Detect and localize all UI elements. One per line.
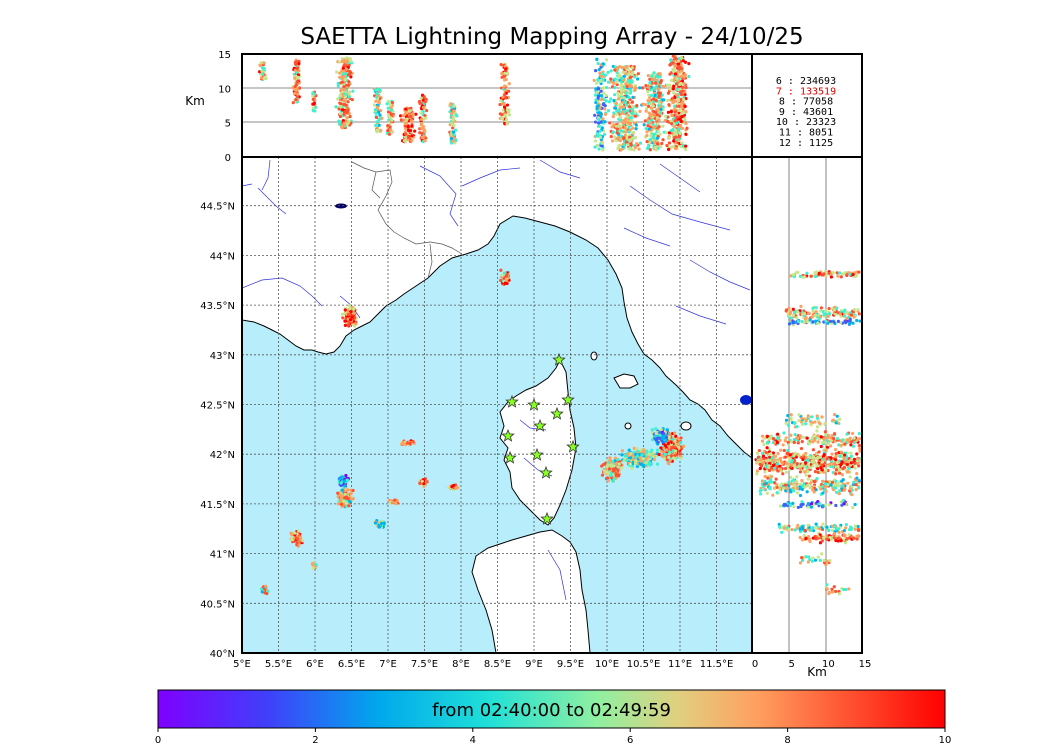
lat-tick-label: 44°N	[210, 251, 235, 262]
colorbar-gradient	[157, 689, 946, 729]
count-row: 6 : 234693	[776, 76, 836, 87]
montecristo-island	[624, 422, 632, 430]
lon-tick-label: 6.5°E	[338, 659, 365, 670]
country-border	[351, 161, 463, 279]
star-icon	[540, 511, 554, 525]
colorbar-tick-label: 0	[155, 735, 161, 746]
count-row: 7 : 133519	[776, 86, 836, 97]
side-unit-label: Km	[807, 665, 827, 679]
capraia-island	[590, 351, 598, 361]
lat-tick-label: 42°N	[210, 450, 235, 461]
lon-tick-label: 11°E	[668, 659, 692, 670]
lat-tick-label: 42.5°N	[200, 401, 235, 412]
mainland	[242, 157, 752, 459]
lon-tick-label: 8.5°E	[484, 659, 511, 670]
lake	[335, 203, 347, 209]
lon-tick-label: 5.5°E	[265, 659, 292, 670]
altitude-unit-label: Km	[185, 94, 205, 108]
colorbar-tick-label: 8	[784, 735, 790, 746]
star-icon	[503, 450, 517, 464]
corsica-island	[499, 358, 577, 526]
lon-tick-label: 10.5°E	[627, 659, 661, 670]
count-row: 8 : 77058	[779, 97, 833, 108]
star-icon	[552, 352, 566, 366]
count-row: 9 : 43601	[779, 107, 833, 118]
altitude-panel	[241, 53, 753, 158]
side-tick-label: 5	[788, 659, 794, 670]
altitude-points	[257, 54, 691, 152]
colorbar-tick-label: 4	[470, 735, 476, 746]
count-row: 11 : 8051	[779, 128, 833, 139]
lat-tick-label: 41°N	[210, 550, 235, 561]
star-icon	[550, 406, 564, 420]
lon-tick-label: 9°E	[525, 659, 543, 670]
altitude-tick-label: 5	[225, 119, 231, 130]
lat-tick-label: 43.5°N	[200, 301, 235, 312]
lat-tick-label: 41.5°N	[200, 500, 235, 511]
count-row: 12 : 1125	[779, 138, 833, 149]
count-row: 10 : 23323	[776, 117, 836, 128]
side-tick-label: 0	[752, 659, 758, 670]
elba-island	[613, 373, 639, 389]
altitude-tick-label: 15	[218, 50, 231, 61]
map-panel: 5°E 5.5°E 6°E 6.5°E 7°E 7.5°E 8°E 8.5°E 9°E 9.5°E…	[200, 156, 753, 670]
chart-title: SAETTA Lightning Mapping Array - 24/10/2…	[300, 24, 804, 50]
lat-tick-label: 43°N	[210, 351, 235, 362]
lat-tick-label: 44.5°N	[200, 202, 235, 213]
lightning-sources	[259, 268, 686, 596]
side-tick-label: 15	[859, 659, 872, 670]
altitude-tick-label: 10	[218, 84, 231, 95]
lon-tick-label: 10°E	[595, 659, 619, 670]
rivers	[242, 159, 751, 601]
lon-tick-label: 5°E	[233, 659, 251, 670]
altitude-tick-label: 0	[225, 153, 231, 164]
star-icon	[527, 397, 541, 411]
colorbar-tick-label: 10	[939, 735, 952, 746]
star-icon	[561, 392, 575, 406]
lat-tick-label: 40°N	[210, 649, 235, 660]
lon-tick-label: 7°E	[379, 659, 397, 670]
colorbar-tick-label: 6	[627, 735, 633, 746]
colorbar-tick-label: 2	[312, 735, 318, 746]
stations	[501, 352, 580, 525]
star-icon	[530, 447, 544, 461]
side-tick-label: 10	[822, 659, 835, 670]
lake	[740, 395, 752, 405]
star-icon	[539, 465, 553, 479]
giglio-island	[680, 421, 692, 431]
lon-tick-label: 11.5°E	[700, 659, 734, 670]
lon-tick-label: 6°E	[306, 659, 324, 670]
lon-tick-label: 9.5°E	[557, 659, 584, 670]
counts-panel: 6 : 234693 7 : 133519 8 : 77058 9 : 4360…	[751, 53, 863, 158]
colorbar: 0 2 4 6 8 10	[155, 689, 952, 746]
star-icon	[533, 418, 547, 432]
sardinia-island	[471, 529, 591, 653]
star-icon	[566, 439, 580, 453]
lon-tick-label: 8°E	[452, 659, 470, 670]
star-icon	[501, 428, 515, 442]
side-altitude-panel	[751, 156, 863, 654]
star-icon	[505, 394, 519, 408]
lon-tick-label: 7.5°E	[411, 659, 438, 670]
lat-tick-label: 40.5°N	[200, 599, 235, 610]
side-points	[754, 270, 862, 596]
map-gridlines	[242, 157, 752, 653]
